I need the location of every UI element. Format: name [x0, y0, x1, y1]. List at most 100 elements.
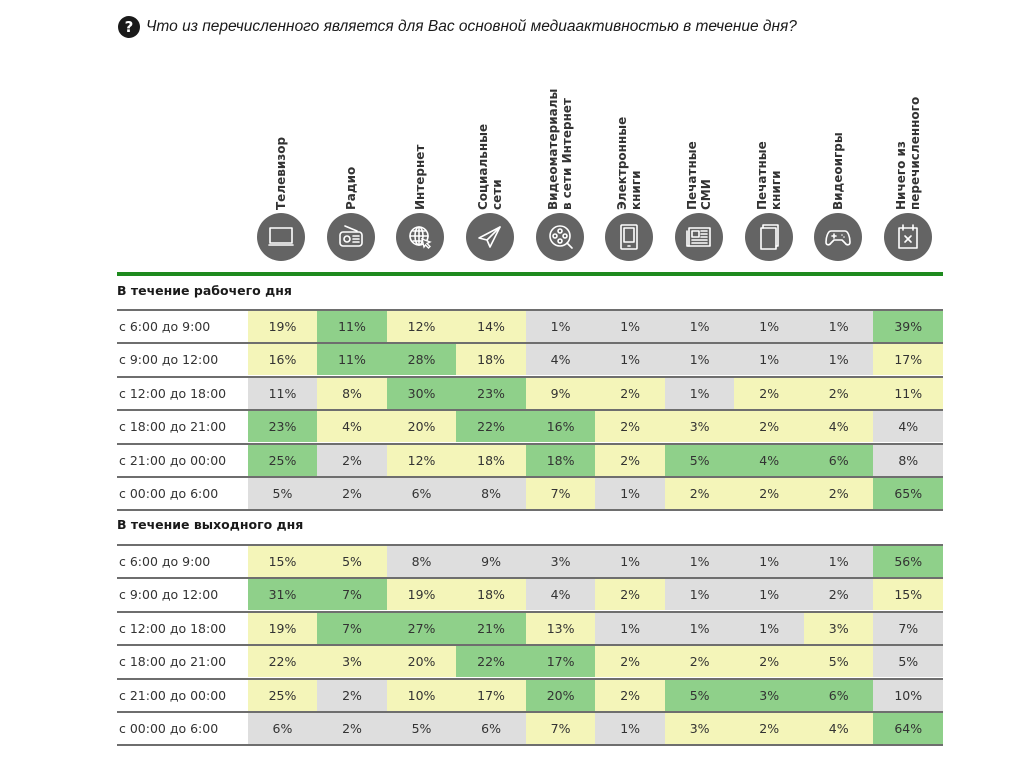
row-label: с 9:00 до 12:00 — [119, 587, 219, 603]
heatmap-cell: 7% — [317, 612, 387, 644]
heatmap-cell: 21% — [456, 612, 526, 644]
table-row: с 18:00 до 21:00 22% 3% 20% 22% 17% 2% 2% 2% 5% 5% — [117, 644, 944, 678]
heatmap-cell: 31% — [247, 579, 318, 611]
heatmap-cell: 20% — [386, 411, 457, 443]
heatmap-cell: 25% — [247, 444, 318, 476]
table-row: с 21:00 до 00:00 25% 2% 10% 17% 20% 2% 5% 3% 6% 10… — [117, 677, 944, 711]
row-label: с 6:00 до 9:00 — [119, 554, 211, 569]
heatmap-cell: 3% — [525, 546, 596, 577]
heatmap-cell: 2% — [595, 411, 665, 443]
heatmap-cell: 2% — [317, 679, 387, 711]
column-label: Социальные сети — [476, 124, 504, 210]
film-reel-icon — [535, 213, 584, 261]
heatmap-cell: 1% — [525, 311, 596, 342]
column-label-line: Социальные — [475, 123, 490, 210]
heatmap-cell: 27% — [386, 612, 457, 644]
heatmap-cell: 3% — [317, 646, 387, 678]
heatmap-cell: 4% — [317, 411, 387, 443]
heatmap-cell: 2% — [734, 377, 804, 409]
heatmap-cell: 13% — [525, 612, 596, 644]
heatmap-cell: 3% — [734, 679, 804, 711]
column-label: Радио — [344, 167, 358, 210]
heatmap-cell: 22% — [456, 411, 526, 443]
column-header: Печатные СМИ — [664, 60, 734, 210]
table-row: с 9:00 до 12:00 16% 11% 28% 18% 4% 1% 1% 1% 1% 17% — [117, 342, 944, 376]
heatmap-cell: 5% — [664, 444, 735, 476]
heatmap-cell: 14% — [456, 311, 526, 342]
heatmap-cell: 9% — [456, 546, 526, 577]
heatmap-cell: 22% — [247, 646, 318, 678]
calendar-x-icon — [884, 213, 933, 261]
heatmap-cell: 4% — [803, 411, 874, 443]
question-title: ? Что из перечисленного является для Вас… — [118, 16, 797, 38]
column-label: Ничего из перечисленного — [894, 97, 922, 210]
heatmap-cell: 6% — [456, 713, 526, 744]
column-label-line: Печатные — [754, 141, 769, 210]
column-header: Радио — [316, 60, 386, 210]
heatmap-cell: 18% — [456, 344, 526, 376]
column-label-line: в сети Интернет — [559, 98, 574, 210]
table-row: с 12:00 до 18:00 19% 7% 27% 21% 13% 1% 1% 1% 3% 7% — [117, 610, 944, 644]
heatmap-cell: 1% — [803, 311, 874, 342]
heatmap-cell: 2% — [803, 579, 874, 611]
heatmap-cell: 20% — [525, 679, 596, 711]
heatmap-cell: 7% — [525, 713, 596, 744]
column-label-line: Электронные — [615, 116, 630, 210]
heatmap-cell: 30% — [386, 377, 457, 409]
column-header: Интернет — [385, 60, 455, 210]
column-header: Видеоигры — [803, 60, 873, 210]
column-label: Телевизор — [274, 137, 288, 210]
heatmap-cell: 2% — [734, 411, 804, 443]
heatmap-cell: 6% — [247, 713, 318, 744]
heatmap-cell: 2% — [317, 478, 387, 509]
heatmap-cell: 2% — [595, 646, 665, 678]
heatmap-cell: 8% — [456, 478, 526, 509]
heatmap-cell: 1% — [734, 612, 804, 644]
heatmap-cell: 4% — [803, 713, 874, 744]
heatmap-cell: 9% — [525, 377, 596, 409]
column-label-line: Интернет — [413, 144, 428, 210]
column-label: Печатные СМИ — [685, 141, 713, 210]
heatmap-cell: 1% — [664, 612, 735, 644]
heatmap-cell: 5% — [317, 546, 387, 577]
heatmap-cell: 2% — [664, 478, 735, 509]
heatmap-cell: 1% — [803, 344, 874, 376]
heatmap-cell: 2% — [317, 713, 387, 744]
heatmap-cell: 1% — [595, 546, 665, 577]
column-label: Интернет — [413, 145, 427, 210]
heatmap-cell: 19% — [247, 311, 318, 342]
heatmap-cell: 2% — [734, 713, 804, 744]
column-label: Видеоматериалы в сети Интернет — [546, 89, 574, 210]
heatmap-cell: 18% — [525, 444, 596, 476]
heatmap-cell: 1% — [664, 546, 735, 577]
heatmap-cell: 3% — [803, 612, 874, 644]
heatmap-cell: 19% — [247, 612, 318, 644]
heatmap-cell: 5% — [247, 478, 318, 509]
heatmap-cell: 1% — [595, 344, 665, 376]
column-header: Печатные книги — [734, 60, 804, 210]
heatmap-cell: 2% — [595, 377, 665, 409]
heatmap-cell: 2% — [595, 679, 665, 711]
column-label-line: книги — [629, 170, 644, 210]
heatmap-cell: 1% — [595, 478, 665, 509]
heatmap-cell: 23% — [247, 411, 318, 443]
heatmap-cell: 16% — [525, 411, 596, 443]
book-icon — [744, 213, 793, 261]
heatmap-cell: 22% — [456, 646, 526, 678]
row-label: с 9:00 до 12:00 — [119, 352, 219, 368]
heatmap-cell: 3% — [664, 713, 735, 744]
row-label: с 21:00 до 00:00 — [119, 687, 227, 703]
heatmap-cell: 5% — [873, 646, 944, 678]
heatmap-cell: 1% — [664, 344, 735, 376]
question-circle-icon: ? — [118, 16, 140, 38]
heatmap-cell: 1% — [734, 344, 804, 376]
heatmap-cell: 1% — [595, 612, 665, 644]
column-label-line: Печатные — [685, 141, 700, 210]
row-label: с 18:00 до 21:00 — [119, 654, 227, 670]
heatmap-cell: 1% — [803, 546, 874, 577]
heatmap-cell: 8% — [386, 546, 457, 577]
heatmap-cell: 1% — [664, 579, 735, 611]
column-label-line: сети — [489, 179, 504, 210]
table-row: с 00:00 до 6:00 5% 2% 6% 8% 7% 1% 2% 2% 2% 65% — [117, 476, 944, 511]
heatmap-cell: 7% — [873, 612, 944, 644]
